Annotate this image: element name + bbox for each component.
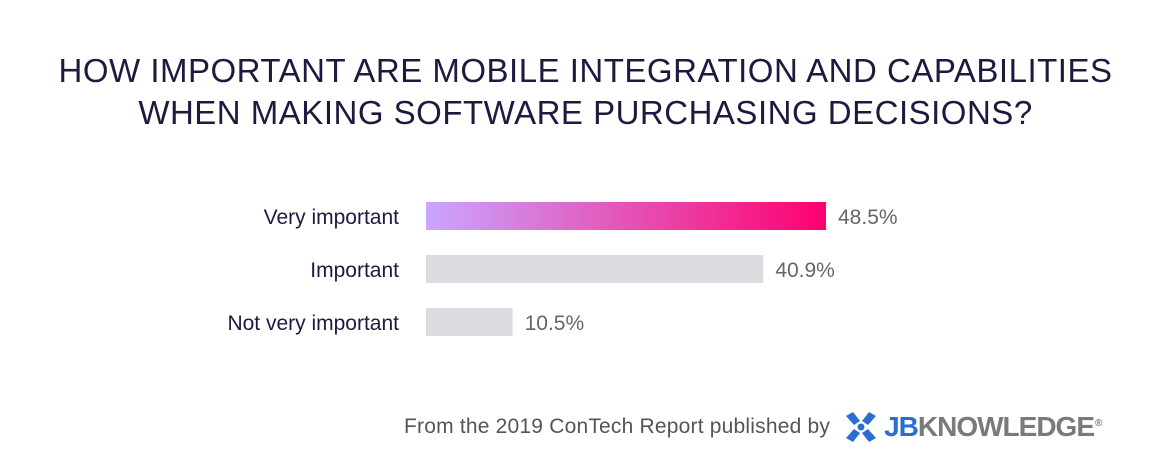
value-label-very-important: 48.5% bbox=[838, 206, 898, 229]
bar-important bbox=[426, 255, 764, 283]
bar-very-important bbox=[426, 202, 826, 230]
category-label-important: Important bbox=[310, 259, 399, 282]
chart-title-line-1: HOW IMPORTANT ARE MOBILE INTEGRATION AND… bbox=[58, 52, 1113, 89]
chart-title: HOW IMPORTANT ARE MOBILE INTEGRATION AND… bbox=[0, 50, 1171, 134]
jbknowledge-logo-icon bbox=[846, 412, 877, 442]
logo-text-jb: JB bbox=[884, 411, 919, 442]
value-label-not-very-important: 10.5% bbox=[525, 312, 585, 335]
category-label-very-important: Very important bbox=[264, 206, 400, 229]
jbknowledge-logo-text: JBKNOWLEDGE® bbox=[884, 411, 1102, 443]
logo-text-knowledge: KNOWLEDGE bbox=[917, 411, 1095, 442]
bar-chart: Very important 48.5% Important 40.9% Not ver… bbox=[227, 202, 898, 336]
category-label-not-very-important: Not very important bbox=[227, 312, 399, 335]
value-label-important: 40.9% bbox=[775, 259, 835, 282]
logo-registered-mark: ® bbox=[1095, 418, 1102, 429]
chart-title-line-2: WHEN MAKING SOFTWARE PURCHASING DECISION… bbox=[138, 94, 1033, 131]
footer: From the 2019 ConTech Report published b… bbox=[404, 409, 1102, 445]
source-text: From the 2019 ConTech Report published b… bbox=[404, 415, 831, 438]
bar-not-very-important bbox=[426, 308, 513, 336]
